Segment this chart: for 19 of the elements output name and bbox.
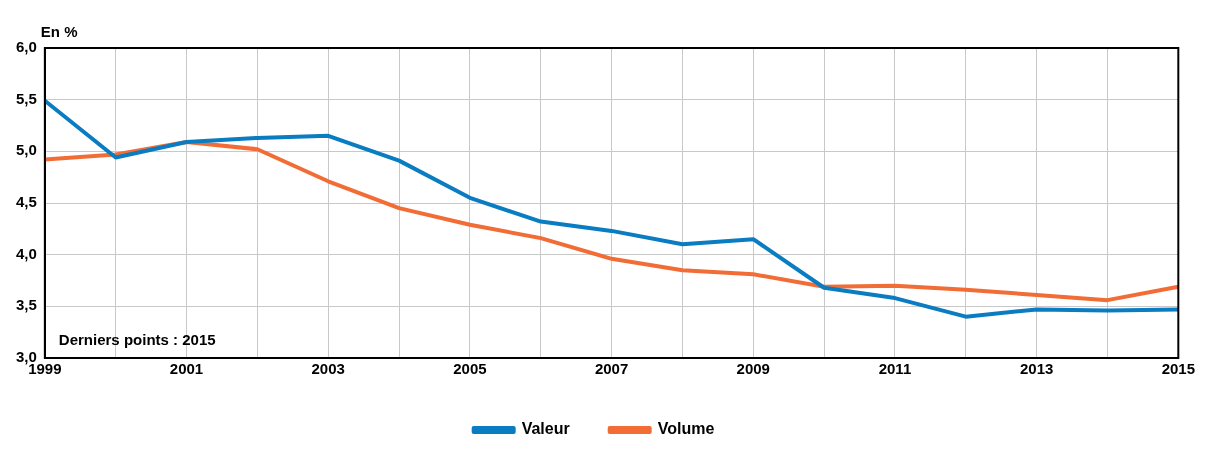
x-tick-label: 2011 [878, 360, 912, 378]
x-tick-label: 2005 [453, 360, 487, 378]
legend-label: Valeur [521, 420, 570, 438]
y-tick-label: 6,0 [15, 38, 37, 56]
legend-label: Volume [657, 420, 715, 438]
y-tick-label: 5,5 [15, 89, 37, 107]
x-tick-label: 2003 [311, 360, 345, 378]
y-tick-label: 4,0 [15, 244, 37, 262]
x-tick-label: 2013 [1019, 360, 1054, 378]
x-tick-label: 2001 [169, 360, 204, 378]
annotation: Derniers points : 2015 [58, 330, 216, 348]
y-tick-label: 3,0 [15, 348, 37, 366]
x-tick-label: 2007 [594, 360, 629, 378]
x-tick-label: 2009 [736, 360, 770, 378]
y-tick-label: 3,5 [15, 296, 37, 314]
y-tick-label: 4,5 [15, 193, 37, 211]
x-tick-label: 2015 [1161, 360, 1195, 378]
y-tick-label: 5,0 [15, 141, 37, 159]
y-axis-title: En % [40, 22, 78, 40]
